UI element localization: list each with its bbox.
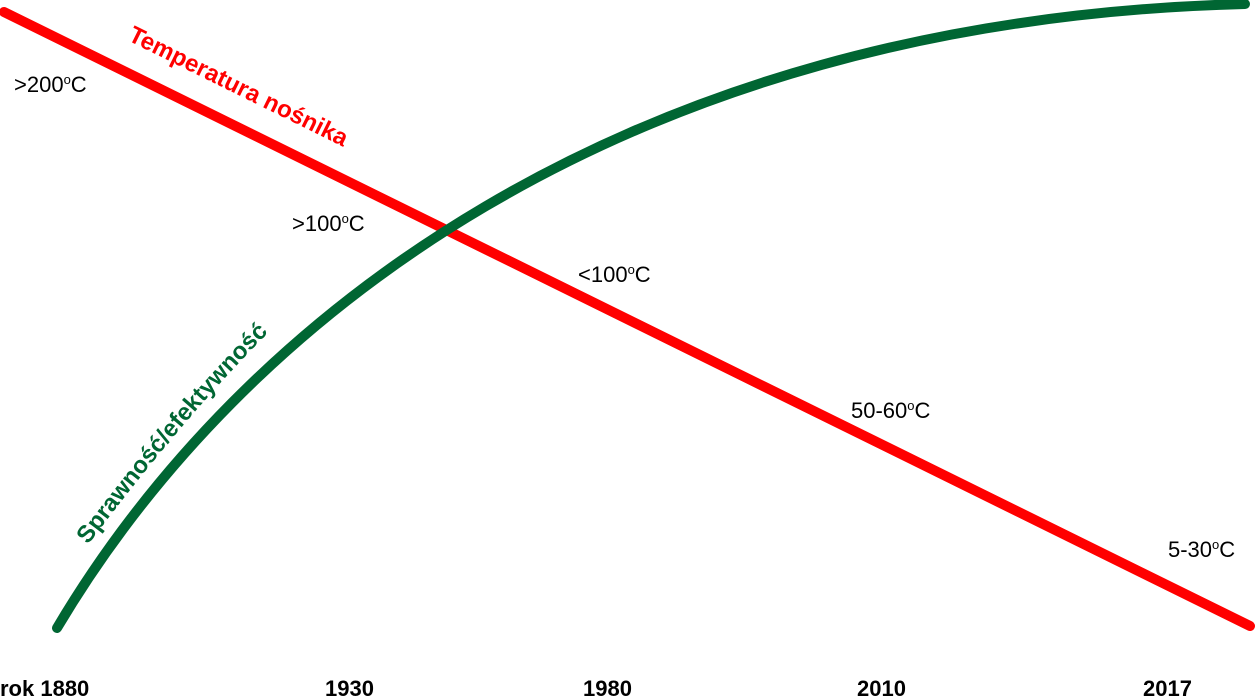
x-tick-label: 1930	[325, 676, 374, 700]
x-tick-label: 2010	[857, 676, 906, 700]
temperature-series-line	[0, 7, 1255, 631]
temperature-annotation-100-below: <100oC	[578, 262, 651, 287]
temperature-annotation-200: >200oC	[14, 72, 87, 97]
x-tick-label: 1980	[583, 676, 632, 700]
efficiency-series-line	[52, 0, 1250, 633]
temperature-annotation-5-30: 5-30oC	[1168, 537, 1235, 562]
x-tick-label: 2017	[1143, 676, 1192, 700]
temperature-annotation-50-60: 50-60oC	[851, 398, 931, 423]
x-tick-label: rok 1880	[0, 676, 89, 700]
efficiency-series-label: Sprawność/efektywność	[71, 318, 273, 549]
temperature-annotation-100-above: >100oC	[292, 211, 365, 236]
